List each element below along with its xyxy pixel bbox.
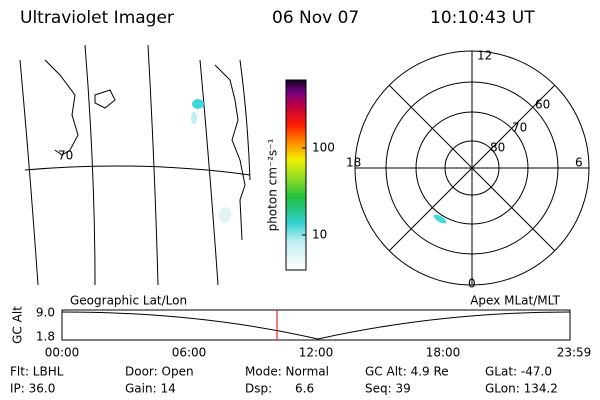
footer-field: GLat: -47.0 xyxy=(485,365,552,379)
colorbar-tick-label: 10 xyxy=(312,228,327,242)
alt-xtick: 12:00 xyxy=(299,346,334,360)
mlt-label: 18 xyxy=(346,156,361,170)
alt-frame xyxy=(61,309,571,341)
alt-ytick: 9.0 xyxy=(36,306,55,320)
alt-ytick: 1.8 xyxy=(36,330,55,344)
mlt-label: 0 xyxy=(468,277,476,291)
footer-field: GLon: 134.2 xyxy=(485,382,558,396)
footer-field: Mode: Normal xyxy=(245,365,329,379)
footer-field: Door: Open xyxy=(125,365,194,379)
footer: Flt: LBHL Door: Open Mode: Normal GC Alt: 4… xyxy=(10,365,558,396)
alt-axis-label: GC Alt xyxy=(11,306,25,344)
footer-field: Seq: 39 xyxy=(365,382,411,396)
alt-xtick: 06:00 xyxy=(172,346,207,360)
alt-xtick: 00:00 xyxy=(45,346,80,360)
title: Ultraviolet Imager xyxy=(20,8,174,28)
footer-field: Flt: LBHL xyxy=(10,365,64,379)
alt-xtick: 23:59 xyxy=(557,346,592,360)
colorbar-tick-label: 100 xyxy=(312,141,335,155)
map-grid xyxy=(19,44,251,286)
aurora-spots xyxy=(191,99,231,223)
alt-xtick: 18:00 xyxy=(426,346,461,360)
polar-aurora xyxy=(433,214,447,224)
time: 10:10:43 UT xyxy=(430,8,535,28)
alt-right-label: Apex MLat/MLT xyxy=(470,294,560,308)
lat-label: 60 xyxy=(535,98,550,112)
footer-field: IP: 36.0 xyxy=(10,382,55,396)
date: 06 Nov 07 xyxy=(272,8,359,28)
alt-curve xyxy=(61,311,571,340)
mlt-label: 12 xyxy=(477,49,492,63)
lat-label: 70 xyxy=(512,121,527,135)
alt-left-label: Geographic Lat/Lon xyxy=(70,294,187,308)
polar-grid xyxy=(354,50,590,286)
footer-field: GC Alt: 4.9 Re xyxy=(365,365,449,379)
footer-field: Dsp: 6.6 xyxy=(245,382,314,396)
mlt-label: 6 xyxy=(575,156,583,170)
lat-label: 80 xyxy=(490,141,505,155)
footer-field: Gain: 14 xyxy=(125,382,176,396)
map-lat-label: 70 xyxy=(58,149,73,163)
colorbar-label: photon cm⁻²s⁻¹ xyxy=(266,138,280,231)
colorbar xyxy=(285,79,307,271)
